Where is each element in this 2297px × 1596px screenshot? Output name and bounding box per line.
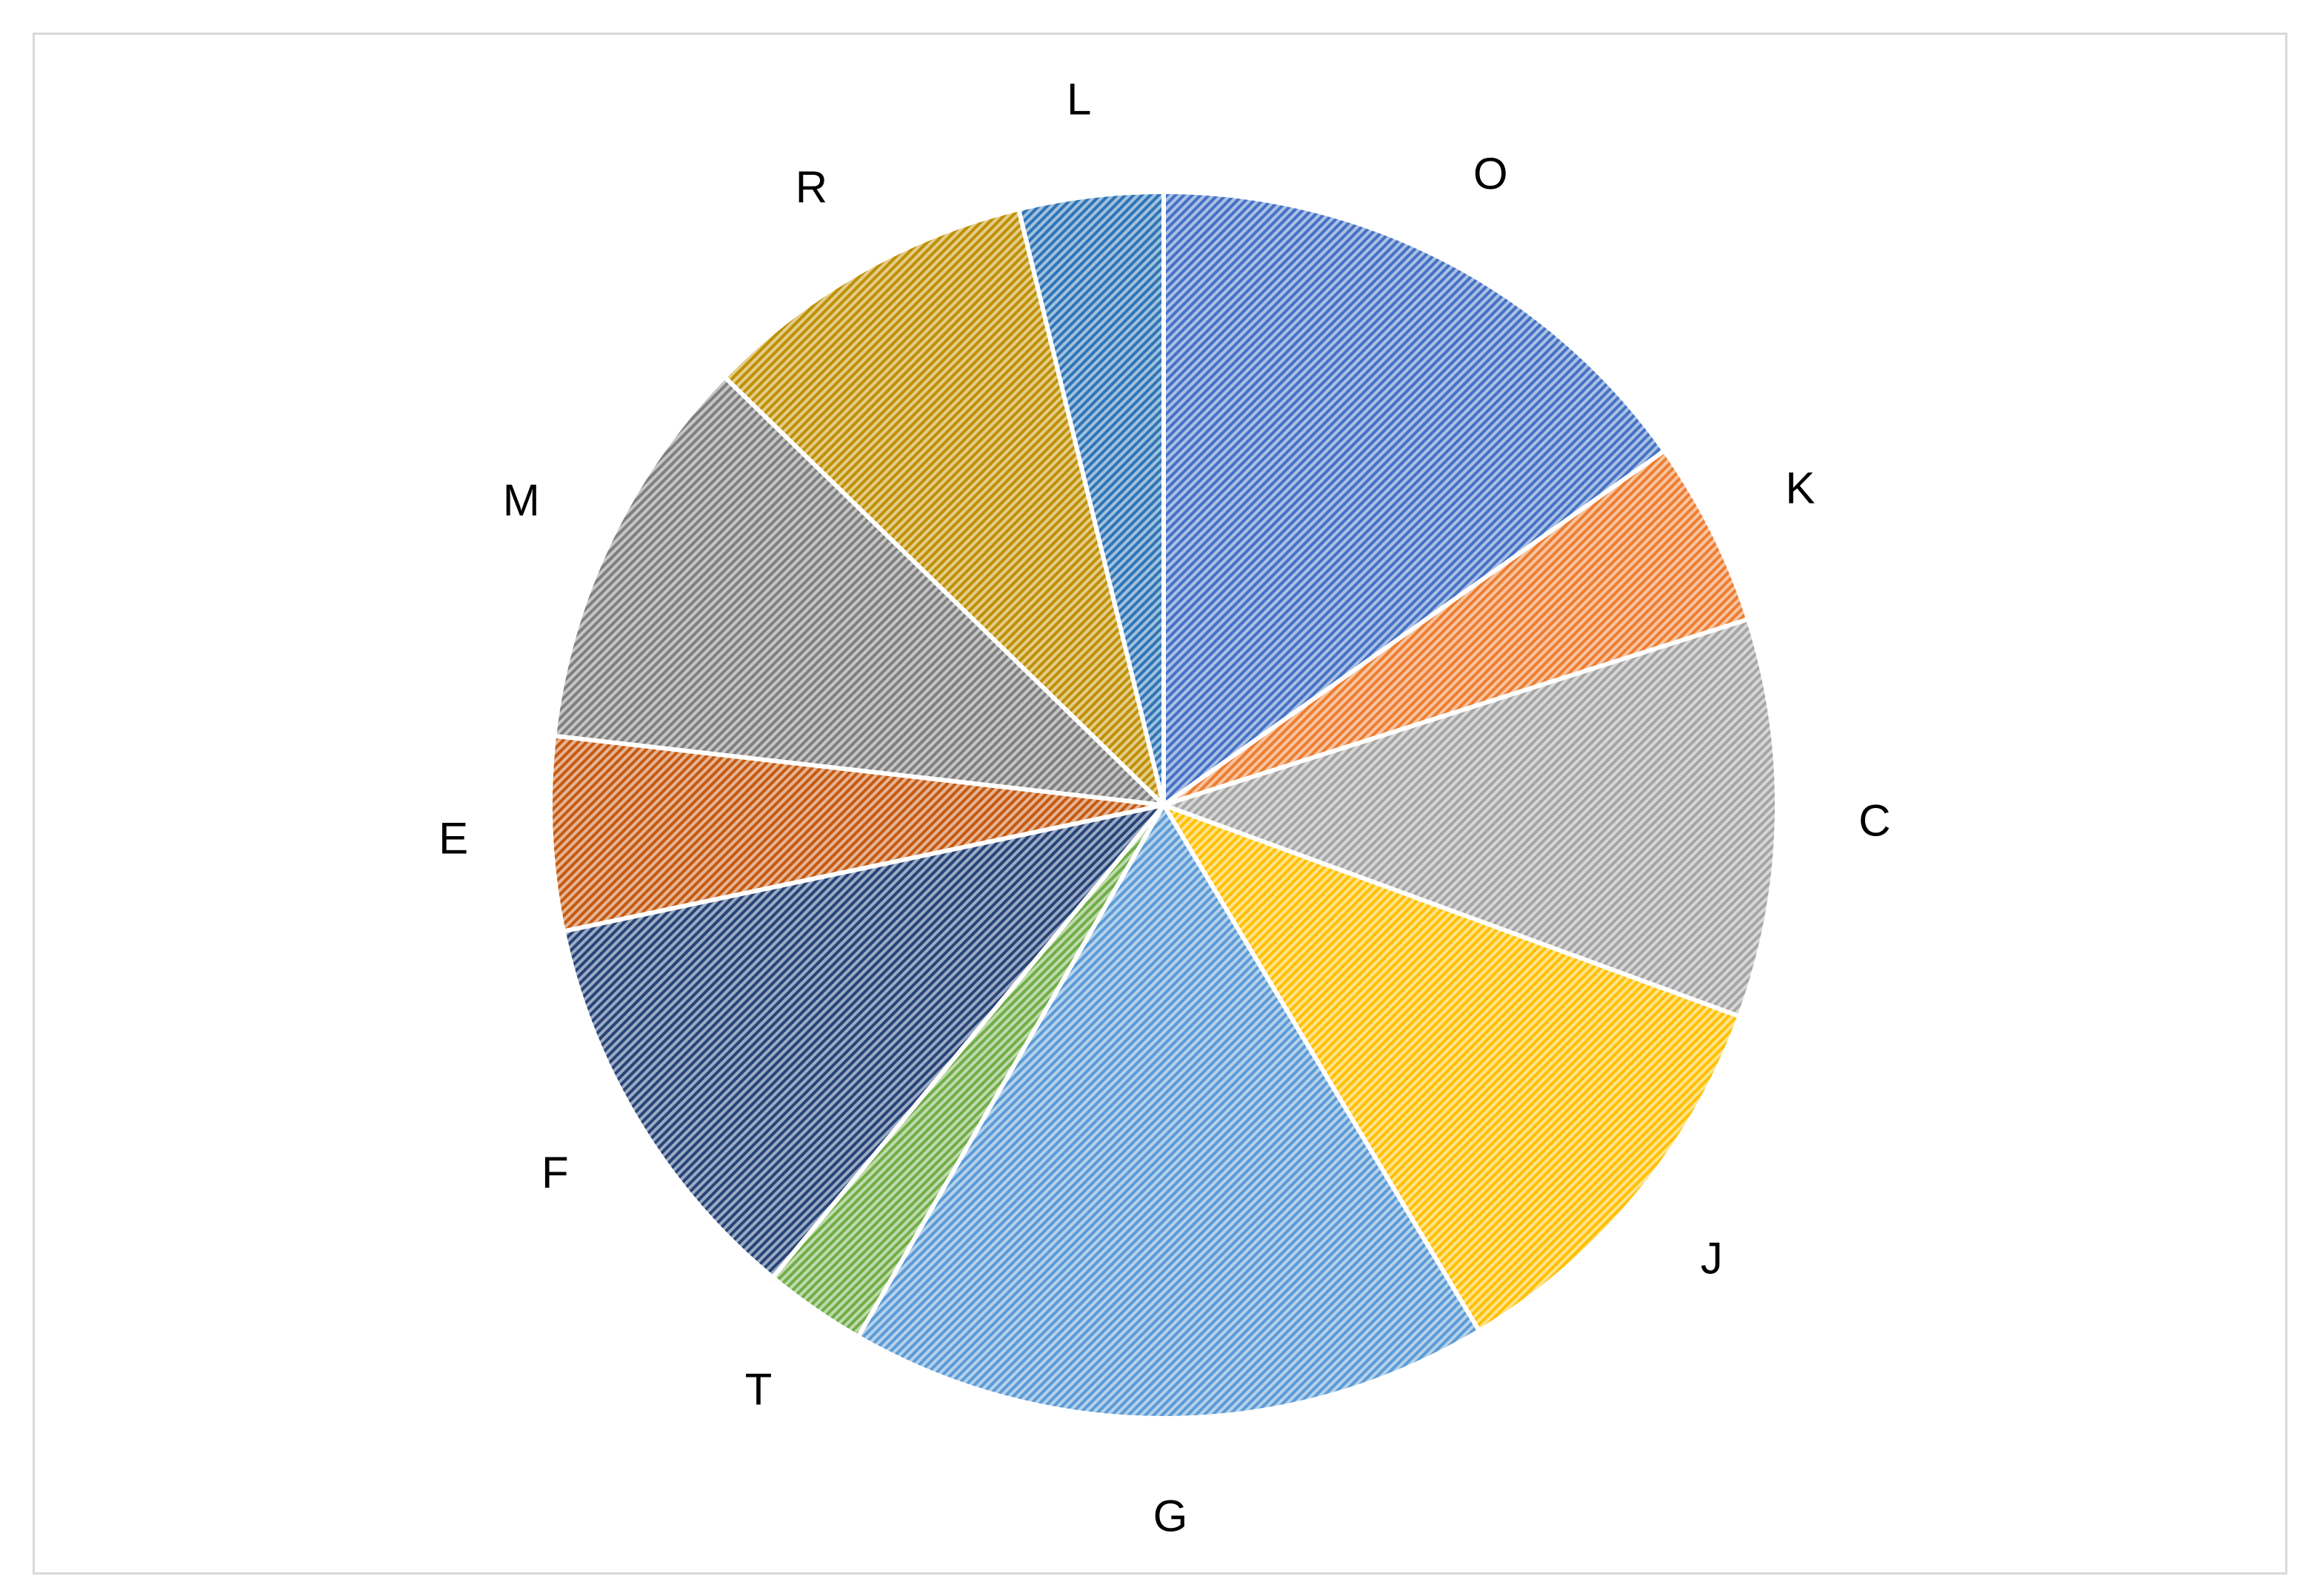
pie-label-l: L [1067, 74, 1091, 124]
pie-label-f: F [541, 1148, 569, 1198]
pie-slice-l [1016, 190, 1166, 807]
pie-slice-c [1161, 617, 1779, 1019]
pie-slice-m [552, 374, 1166, 807]
pie-label-k: K [1785, 464, 1815, 513]
pie-slices [548, 190, 1779, 1420]
pie-label-e: E [439, 814, 468, 864]
pie-slice-f [561, 803, 1166, 1280]
pie-label-m: M [503, 475, 540, 525]
pie-slice-g [856, 803, 1481, 1420]
pie-slice-o [1161, 190, 1667, 807]
pie-slice-j [1161, 803, 1742, 1334]
chart-frame: O K C J G T F E M R L [33, 33, 2287, 1575]
pie-label-t: T [745, 1364, 773, 1414]
pie-slice-k [1161, 448, 1751, 807]
pie-label-o: O [1473, 149, 1508, 198]
pie-chart: O K C J G T F E M R L [439, 74, 1890, 1540]
pie-label-c: C [1858, 796, 1890, 846]
pie-label-r: R [796, 163, 827, 213]
pie-label-g: G [1153, 1492, 1188, 1541]
pie-labels: O K C J G T F E M R L [439, 74, 1890, 1540]
pie-label-j: J [1701, 1233, 1723, 1283]
pie-slice-e [548, 733, 1166, 934]
